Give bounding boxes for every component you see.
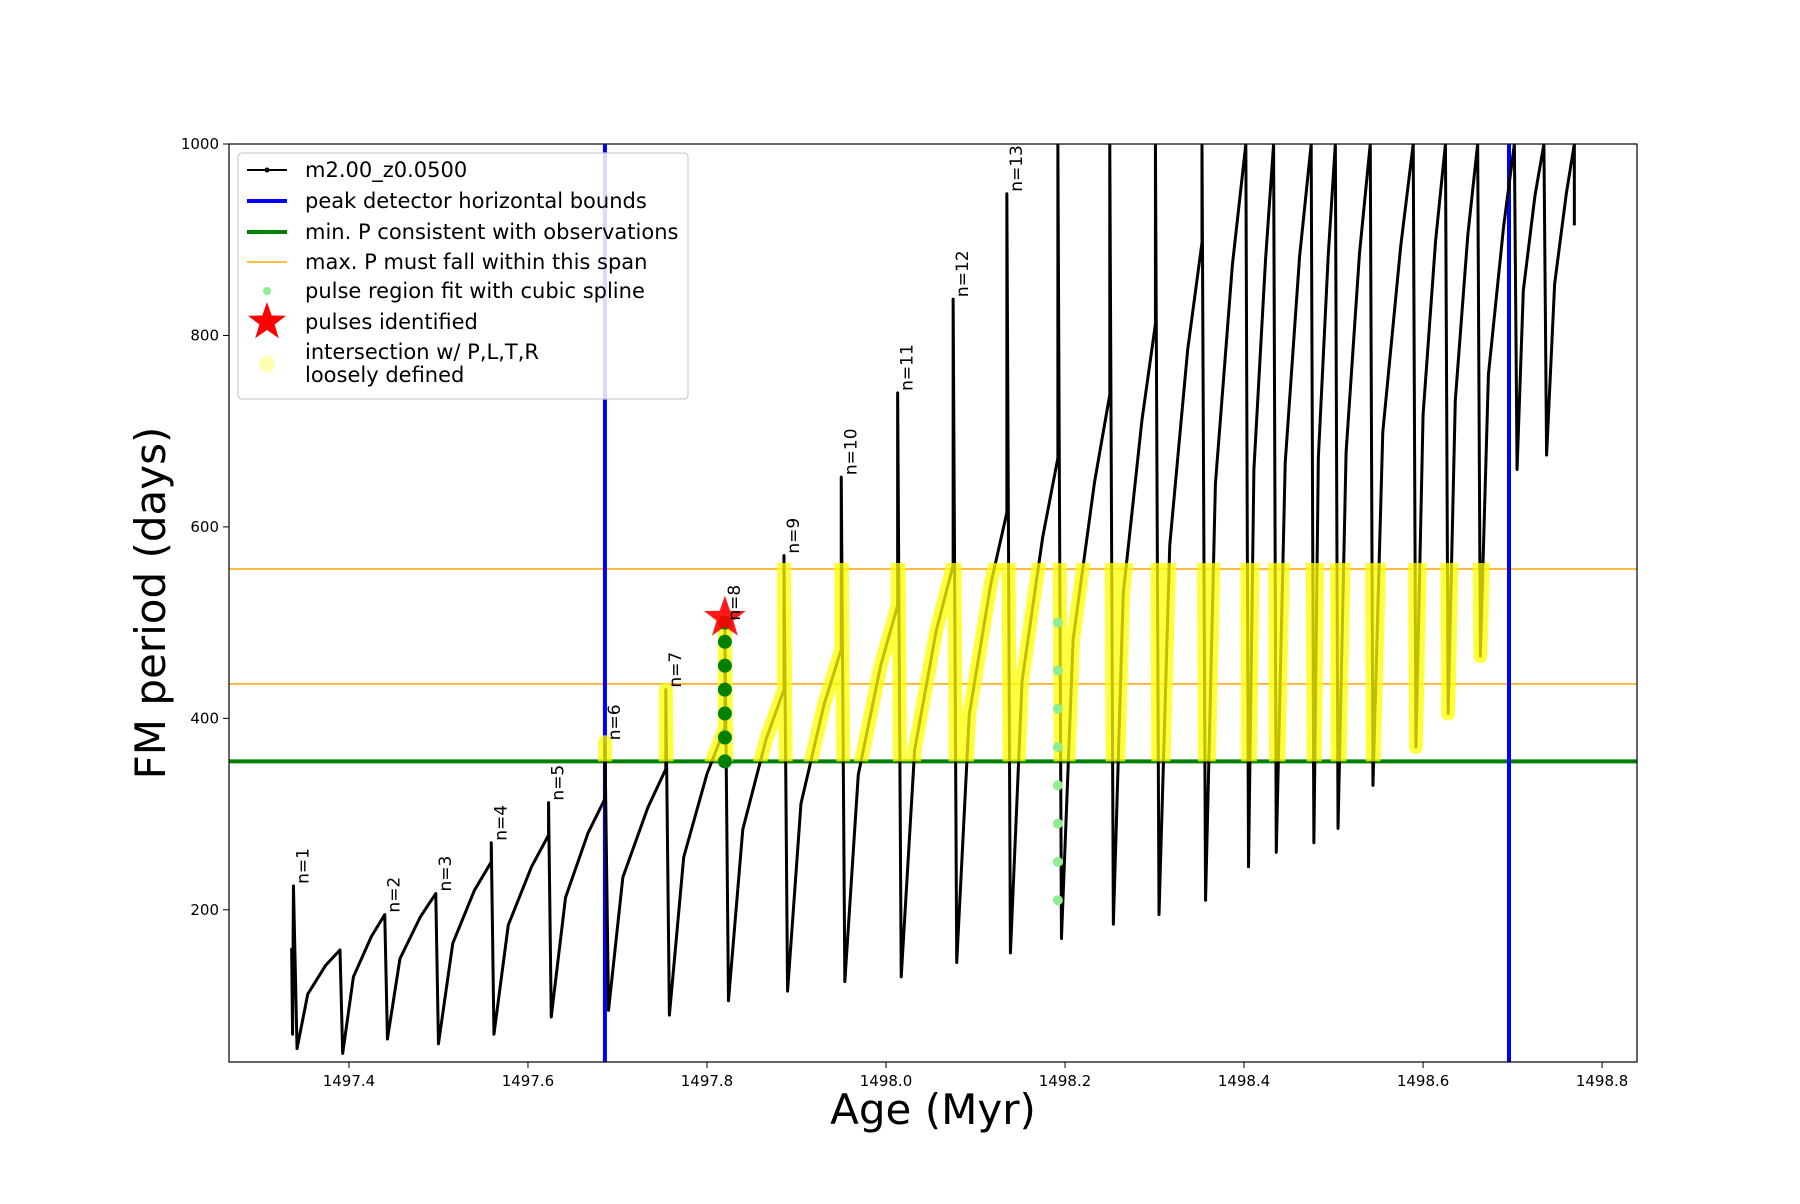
y-tick-label: 200 (190, 901, 219, 919)
y-axis-label: FM period (days) (126, 427, 175, 780)
pulse-label: n=12 (953, 250, 973, 297)
y-tick-label: 800 (190, 326, 219, 344)
pulse-label: n=8 (725, 585, 745, 621)
pulse-region-point (717, 658, 732, 673)
legend-label: m2.00_z0.0500 (305, 158, 467, 183)
pulse-label: n=9 (784, 518, 804, 554)
pulse-label: n=10 (841, 428, 861, 475)
x-tick-label: 1498.4 (1218, 1072, 1271, 1090)
x-axis-label: Age (Myr) (830, 1085, 1036, 1134)
pulse-label: n=13 (1007, 145, 1027, 192)
intersection-highlight (597, 563, 1491, 762)
pulse-star (704, 595, 746, 636)
legend-label: min. P consistent with observations (305, 220, 678, 244)
x-tick-label: 1497.8 (681, 1072, 734, 1090)
pulse-region-point (717, 682, 732, 697)
legend-swatch (263, 287, 271, 295)
x-tick-label: 1497.4 (323, 1072, 376, 1090)
pulse-label: n=1 (293, 848, 313, 884)
y-tick-label: 1000 (181, 135, 219, 153)
spline-point (1052, 895, 1063, 906)
x-tick-label: 1498.0 (860, 1072, 913, 1090)
y-tick-label: 400 (190, 709, 219, 727)
spline-point (1052, 818, 1063, 829)
legend-label: loosely defined (305, 363, 464, 387)
x-tick-label: 1498.8 (1576, 1072, 1629, 1090)
spline-point (1052, 665, 1063, 676)
x-tick-label: 1498.2 (1039, 1072, 1092, 1090)
pulse-region-point (717, 634, 732, 649)
spline-point (1052, 742, 1063, 753)
legend-swatch (259, 356, 275, 372)
spline-point (1052, 617, 1063, 628)
pulse-label: n=11 (898, 344, 918, 391)
spline-point (1052, 703, 1063, 714)
legend-label: peak detector horizontal bounds (305, 189, 647, 213)
spline-point (1052, 856, 1063, 867)
pulse-label: n=2 (385, 877, 405, 913)
pulse-label: n=5 (549, 765, 569, 801)
legend-label: intersection w/ P,L,T,R (305, 340, 539, 364)
x-tick-label: 1497.6 (502, 1072, 555, 1090)
pulse-label: n=7 (666, 652, 686, 688)
pulse-label: n=4 (491, 805, 511, 841)
y-tick-label: 600 (190, 518, 219, 536)
legend-frame (237, 152, 689, 400)
pulse-region-point (717, 706, 732, 721)
legend-label: max. P must fall within this span (305, 250, 647, 274)
pulse-label: n=6 (605, 704, 625, 740)
axes-frame (228, 143, 1638, 1063)
intersection-group (597, 563, 1491, 762)
legend-swatch (248, 302, 286, 339)
legend-label: pulses identified (305, 310, 478, 334)
legend-swatch (264, 167, 270, 173)
pulse-label: n=3 (436, 856, 456, 892)
legend-label: pulse region fit with cubic spline (305, 279, 645, 303)
pulse-region-point (717, 754, 732, 769)
spline-point (1052, 780, 1063, 791)
x-tick-label: 1498.6 (1397, 1072, 1450, 1090)
pulse-region-point (717, 730, 732, 745)
